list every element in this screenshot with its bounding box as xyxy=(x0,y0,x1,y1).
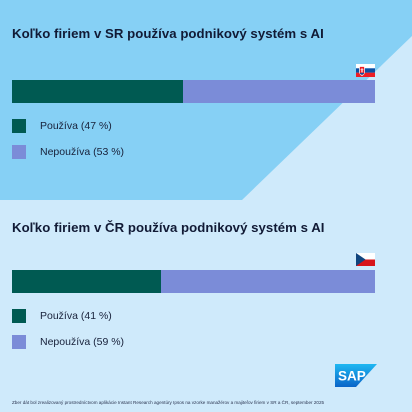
chart-panel-slovakia: Koľko firiem v SR používa podnikový syst… xyxy=(0,0,412,200)
legend-item-pouziva: Používa (41 %) xyxy=(12,308,124,324)
bar-segment-nepouziva xyxy=(182,80,375,103)
legend-swatch-nepouziva xyxy=(12,145,26,159)
sap-logo: SAP xyxy=(335,364,377,387)
bar-segment-pouziva xyxy=(12,80,183,103)
legend-swatch-pouziva xyxy=(12,119,26,133)
stacked-bar xyxy=(12,80,375,103)
legend-swatch-pouziva xyxy=(12,309,26,323)
bar-segment-nepouziva xyxy=(160,270,375,293)
legend-item-nepouziva: Nepoužíva (59 %) xyxy=(12,334,124,350)
legend-label-nepouziva: Nepoužíva (53 %) xyxy=(40,146,125,158)
legend: Používa (41 %) Nepoužíva (59 %) xyxy=(12,308,124,360)
slovakia-flag-icon xyxy=(356,64,375,77)
czech-flag-icon xyxy=(356,253,375,266)
stacked-bar xyxy=(12,270,375,293)
legend-label-pouziva: Používa (47 %) xyxy=(40,120,112,132)
footnote: Zber dát bol zrealizovaný prostredníctvo… xyxy=(12,400,325,405)
legend-item-nepouziva: Nepoužíva (53 %) xyxy=(12,144,124,160)
chart-panel-czechia: Koľko firiem v ČR používa podnikový syst… xyxy=(0,200,412,375)
legend-item-pouziva: Používa (47 %) xyxy=(12,118,124,134)
chart-title: Koľko firiem v SR používa podnikový syst… xyxy=(12,26,324,41)
legend: Používa (47 %) Nepoužíva (53 %) xyxy=(12,118,124,170)
bar-segment-pouziva xyxy=(12,270,161,293)
chart-title: Koľko firiem v ČR používa podnikový syst… xyxy=(12,220,325,235)
legend-label-pouziva: Používa (41 %) xyxy=(40,310,112,322)
legend-label-nepouziva: Nepoužíva (59 %) xyxy=(40,336,125,348)
legend-swatch-nepouziva xyxy=(12,335,26,349)
svg-text:SAP: SAP xyxy=(338,369,366,384)
